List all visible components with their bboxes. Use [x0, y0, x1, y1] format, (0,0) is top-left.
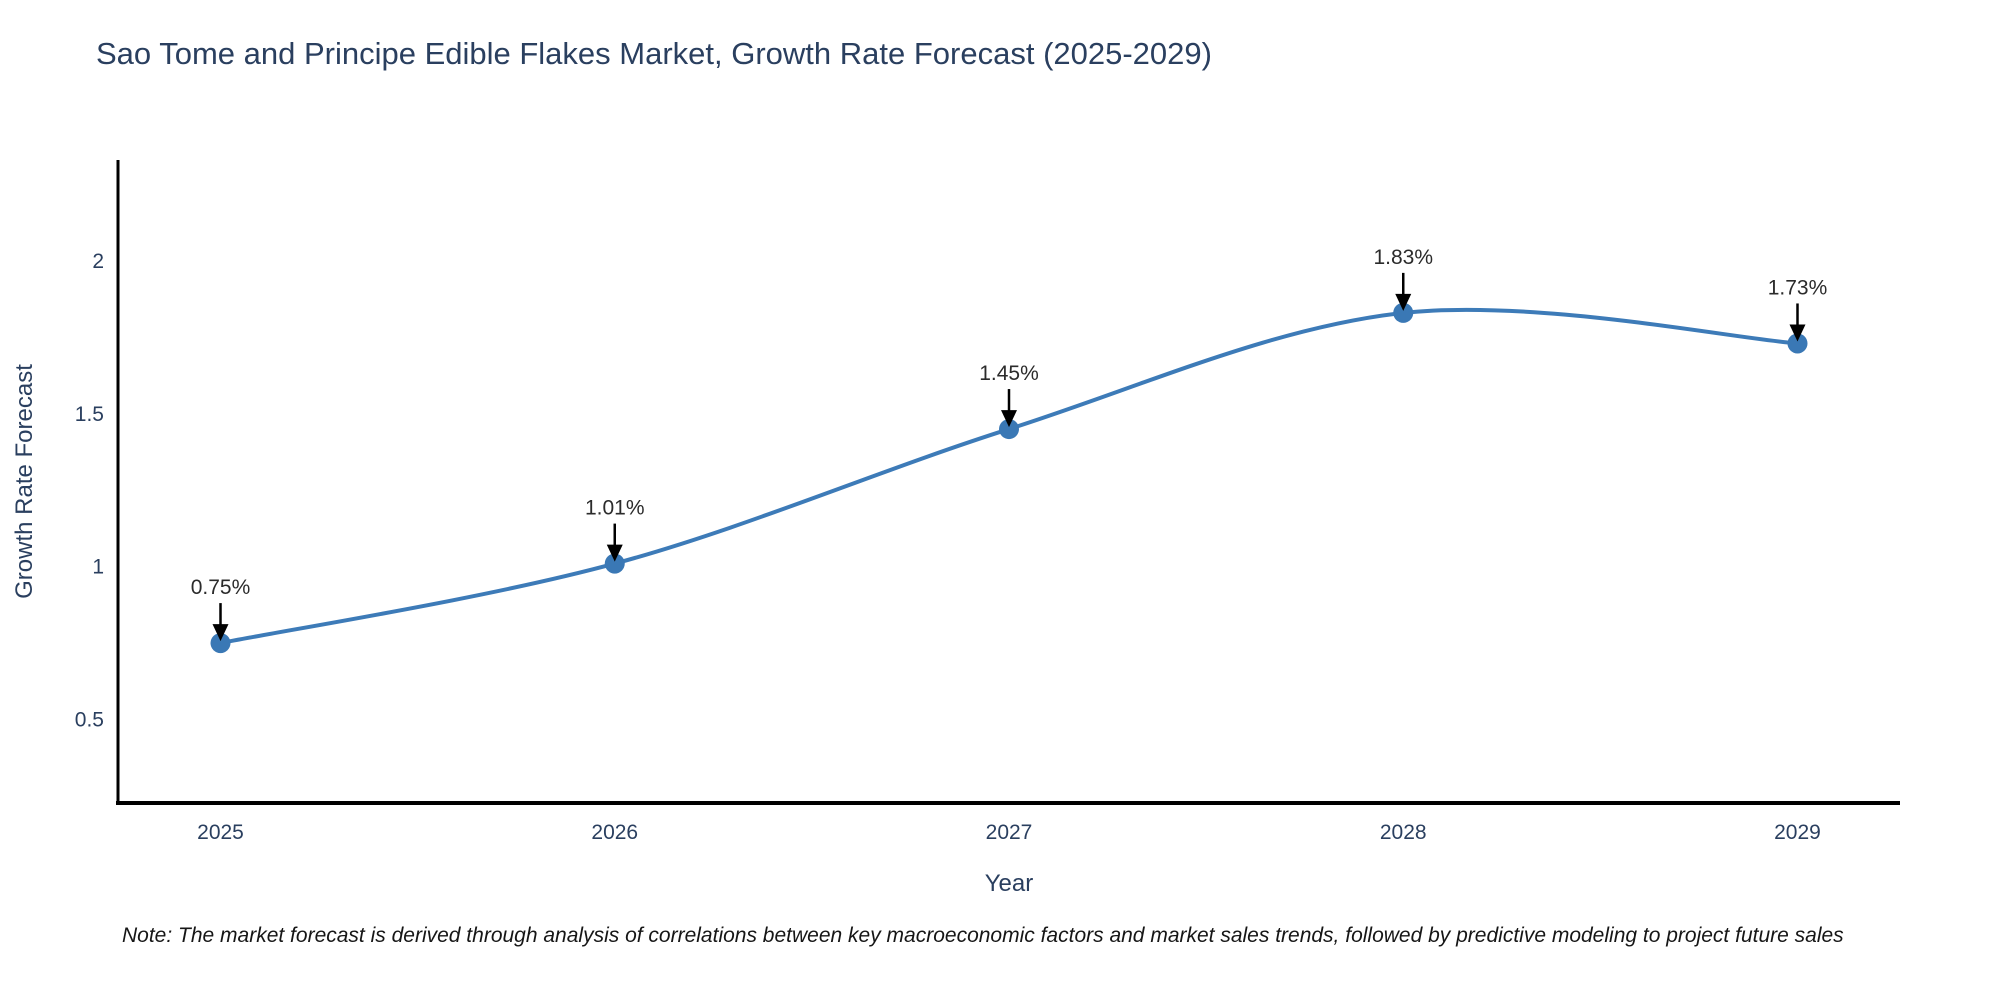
annotation-label-2028: 1.83%	[1373, 246, 1433, 269]
annotation-arrowhead	[1395, 293, 1412, 311]
annotation-label-2027: 1.45%	[979, 362, 1039, 385]
annotation-label-2025: 0.75%	[191, 576, 251, 599]
x-tick-label: 2026	[591, 821, 638, 844]
footnote: Note: The market forecast is derived thr…	[122, 924, 1844, 947]
y-tick-label: 1	[92, 556, 104, 579]
y-axis-title: Growth Rate Forecast	[11, 364, 38, 599]
x-tick-label: 2028	[1380, 821, 1427, 844]
data-point-2029[interactable]	[1787, 333, 1808, 354]
data-point-2026[interactable]	[604, 553, 625, 574]
annotation-arrowhead	[1789, 324, 1806, 342]
x-axis-title: Year	[985, 870, 1034, 897]
annotation-arrowhead	[606, 544, 623, 562]
x-tick-label: 2025	[197, 821, 244, 844]
annotation-arrowhead	[212, 624, 229, 642]
x-tick-label: 2027	[986, 821, 1033, 844]
data-point-2028[interactable]	[1393, 302, 1414, 323]
growth-line	[218, 307, 1800, 646]
annotation-label-2026: 1.01%	[585, 497, 645, 520]
annotation-arrowhead	[1001, 410, 1017, 428]
y-tick-label: 1.5	[75, 403, 104, 426]
y-tick-label: 2	[92, 250, 104, 273]
annotation-label-2029: 1.73%	[1768, 276, 1828, 299]
y-tick-label: 0.5	[75, 709, 104, 732]
data-point-2027[interactable]	[999, 419, 1019, 440]
data-point-2025[interactable]	[210, 633, 231, 654]
x-tick-label: 2029	[1774, 821, 1821, 844]
chart-title: Sao Tome and Principe Edible Flakes Mark…	[96, 36, 1212, 71]
